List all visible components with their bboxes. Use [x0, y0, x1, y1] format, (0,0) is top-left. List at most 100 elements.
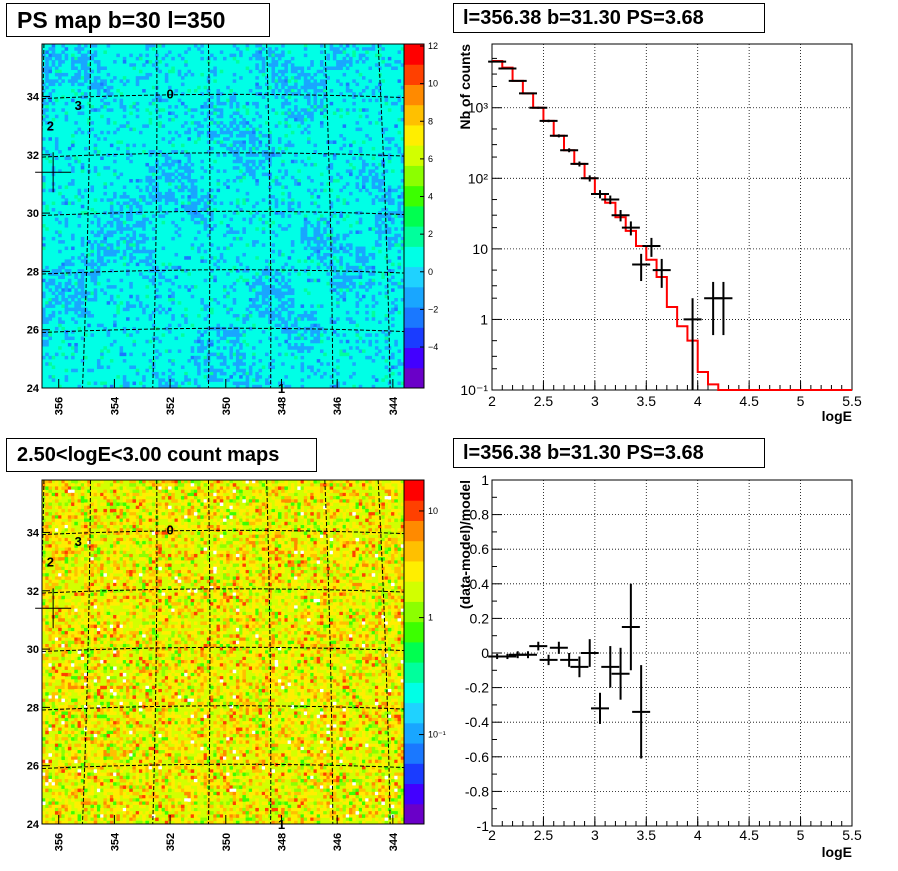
map-cell [100, 528, 104, 532]
map-cell [313, 278, 318, 283]
map-cell [138, 499, 143, 503]
map-cell [365, 188, 369, 193]
map-cell [361, 339, 366, 344]
map-cell [400, 214, 404, 218]
map-cell [158, 60, 162, 64]
map-cell [245, 317, 250, 321]
map-cell [371, 310, 376, 315]
map-cell [84, 79, 88, 83]
map-cell [155, 294, 159, 299]
map-cell [61, 288, 65, 292]
map-cell [74, 291, 78, 296]
map-cell [349, 278, 353, 283]
map-cell [365, 256, 369, 260]
map-cell [184, 499, 188, 503]
map-cell [387, 195, 392, 199]
map-cell [268, 381, 272, 386]
map-cell [87, 63, 91, 67]
map-cell [258, 339, 263, 344]
map-cell [109, 204, 114, 209]
map-cell [58, 502, 62, 507]
map-cell [96, 259, 101, 263]
map-cell [265, 512, 269, 516]
map-cell [145, 339, 149, 344]
map-cell [100, 240, 104, 244]
map-cell [345, 265, 350, 270]
map-cell [126, 201, 130, 206]
map-cell [339, 82, 343, 87]
map-cell [64, 198, 69, 202]
map-cell [300, 368, 305, 373]
map-cell [381, 195, 385, 199]
map-cell [365, 355, 369, 360]
map-cell [297, 346, 301, 350]
map-cell [164, 326, 169, 331]
map-cell [213, 480, 217, 484]
map-cell [339, 188, 343, 193]
map-cell [342, 499, 347, 503]
map-cell [67, 537, 72, 542]
map-cell [387, 108, 392, 112]
map-cell [323, 243, 327, 247]
map-cell [119, 236, 124, 241]
map-cell [232, 127, 237, 132]
map-cell [45, 502, 49, 507]
map-cell [164, 191, 169, 196]
map-cell [261, 150, 266, 154]
map-cell [361, 285, 366, 289]
map-cell [58, 285, 62, 289]
map-cell [84, 483, 88, 487]
map-cell [265, 502, 269, 507]
map-cell [184, 207, 188, 212]
map-cell [339, 288, 343, 292]
map-cell [122, 60, 127, 64]
map-cell [177, 534, 182, 539]
map-cell [255, 182, 259, 186]
map-cell [400, 153, 404, 157]
map-cell [203, 499, 208, 503]
map-cell [180, 92, 185, 96]
map-cell [61, 44, 65, 48]
map-cell [239, 359, 243, 363]
map-cell [284, 496, 288, 500]
map-cell [235, 230, 240, 234]
map-cell [287, 191, 292, 196]
map-cell [258, 281, 263, 286]
map-cell [400, 537, 404, 542]
map-cell [329, 512, 334, 516]
map-cell [177, 480, 182, 484]
map-cell [106, 252, 111, 257]
map-cell [242, 217, 246, 222]
map-cell [271, 230, 276, 234]
map-cell [378, 233, 382, 238]
map-cell [336, 508, 340, 513]
map-cell [103, 137, 107, 141]
map-cell [168, 518, 172, 523]
map-cell [197, 502, 201, 507]
map-cell [87, 323, 91, 328]
map-cell [255, 63, 259, 67]
map-cell [242, 121, 246, 125]
map-cell [103, 89, 107, 93]
map-cell [184, 483, 188, 487]
map-cell [45, 85, 49, 90]
map-cell [381, 56, 385, 61]
map-cell [135, 185, 140, 189]
map-cell [184, 175, 188, 180]
map-cell [374, 195, 379, 199]
map-cell [277, 137, 282, 141]
map-cell [268, 502, 272, 507]
map-cell [245, 307, 250, 312]
map-cell [219, 486, 224, 490]
map-cell [342, 480, 347, 484]
map-cell [122, 502, 127, 507]
map-cell [361, 252, 366, 257]
map-cell [323, 483, 327, 487]
map-cell [87, 368, 91, 373]
map-cell [203, 204, 208, 209]
map-cell [148, 249, 153, 254]
map-cell [203, 105, 208, 109]
map-cell [223, 56, 227, 61]
map-cell [252, 169, 256, 173]
map-cell [80, 204, 85, 209]
